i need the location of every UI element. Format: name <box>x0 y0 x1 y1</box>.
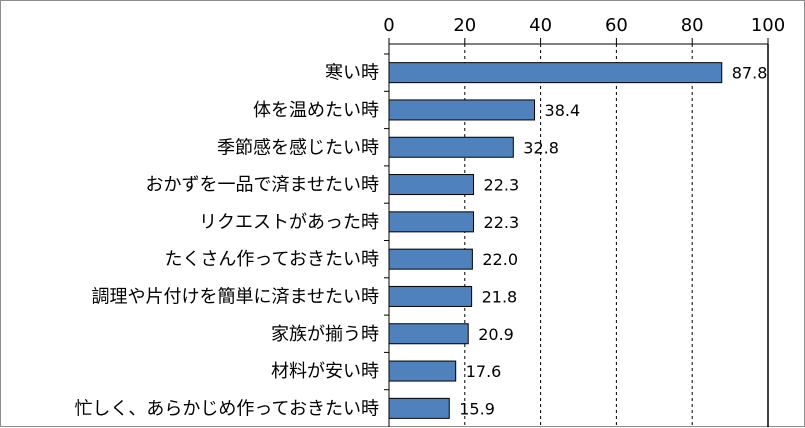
data-label-5: 22.0 <box>482 250 518 269</box>
bar-6 <box>388 285 473 307</box>
bar-1 <box>388 99 536 121</box>
data-label-3: 22.3 <box>484 176 520 195</box>
category-label-6: 調理や片付けを簡単に済ませたい時 <box>92 286 379 307</box>
data-label-6: 21.8 <box>482 287 518 306</box>
category-label-5: たくさん作っておきたい時 <box>164 249 379 270</box>
data-label-0: 87.8 <box>732 64 768 83</box>
x-tick-label-100: 100 <box>751 15 785 36</box>
x-tick-label-20: 20 <box>453 15 476 36</box>
bar-5 <box>388 248 473 270</box>
category-label-7: 家族が揃う時 <box>271 324 379 345</box>
category-label-0: 寒い時 <box>325 63 379 84</box>
bar-2 <box>388 136 514 158</box>
category-label-3: おかずを一品で済ませたい時 <box>146 175 379 196</box>
bar-0 <box>388 62 723 84</box>
x-tick-label-0: 0 <box>383 15 394 36</box>
x-tick-label-80: 80 <box>681 15 704 36</box>
data-label-8: 17.6 <box>466 362 502 381</box>
data-label-2: 32.8 <box>523 138 559 157</box>
category-label-4: リクエストがあった時 <box>199 212 379 233</box>
data-label-7: 20.9 <box>478 325 514 344</box>
bar-7 <box>388 323 469 345</box>
category-label-8: 材料が安い時 <box>271 361 379 382</box>
bar-9 <box>388 397 450 419</box>
bar-3 <box>388 174 475 196</box>
category-label-1: 体を温めたい時 <box>253 100 379 121</box>
category-label-2: 季節感を感じたい時 <box>217 137 379 158</box>
data-label-1: 38.4 <box>545 101 581 120</box>
category-label-9: 忙しく、あらかじめ作っておきたい時 <box>74 398 379 419</box>
x-tick-label-40: 40 <box>529 15 552 36</box>
data-label-4: 22.3 <box>484 213 520 232</box>
bar-8 <box>388 360 457 382</box>
x-tick-label-60: 60 <box>605 15 628 36</box>
bar-4 <box>388 211 475 233</box>
data-label-9: 15.9 <box>459 399 495 418</box>
